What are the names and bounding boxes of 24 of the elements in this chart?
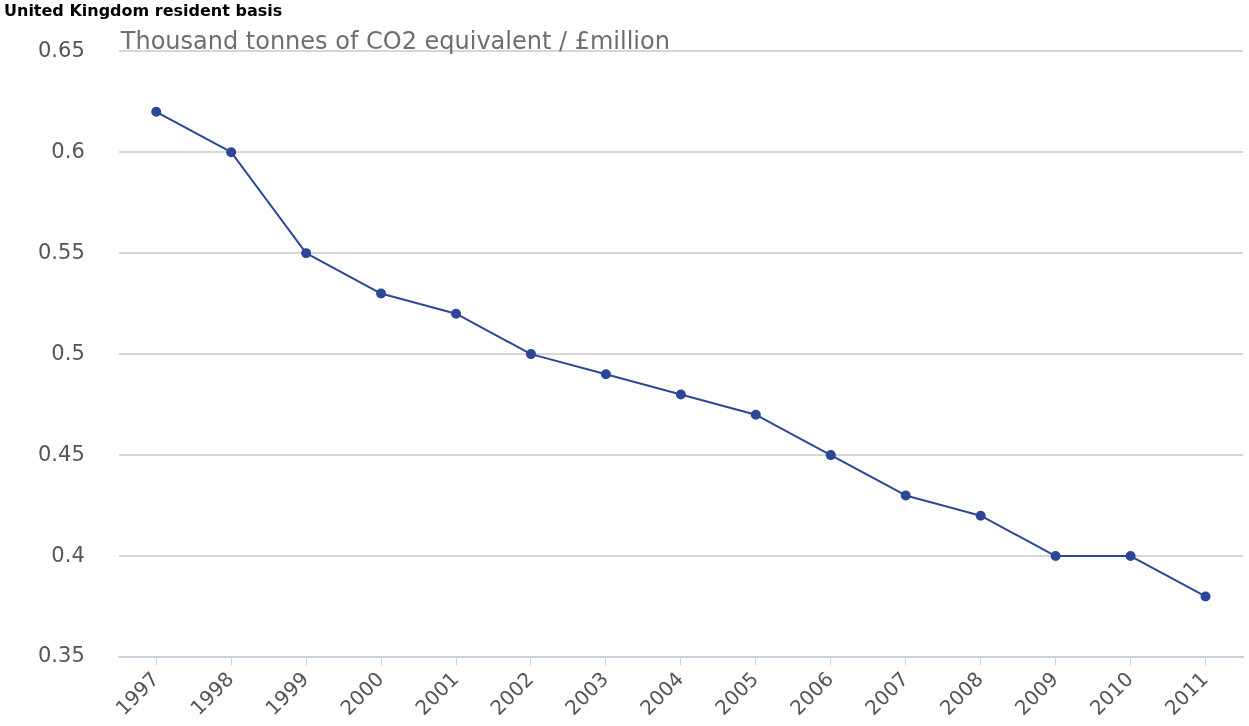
point — [451, 308, 462, 319]
point — [1125, 551, 1136, 562]
point — [975, 510, 986, 521]
point — [825, 450, 836, 461]
y-tick-label: 0.45 — [37, 441, 85, 466]
y-tick-label: 0.55 — [37, 239, 85, 264]
y-tick-label: 0.65 — [37, 37, 85, 62]
point — [675, 389, 686, 400]
y-tick-label: 0.5 — [51, 340, 85, 365]
point — [1200, 591, 1211, 602]
chart-title: United Kingdom resident basis — [4, 0, 283, 20]
y-axis-title: Thousand tonnes of CO2 equivalent / £million — [119, 27, 670, 56]
point — [525, 349, 536, 360]
point — [226, 147, 237, 158]
point — [301, 248, 312, 259]
y-tick-label: 0.35 — [37, 643, 85, 668]
point — [600, 369, 611, 380]
point — [151, 106, 162, 117]
point — [376, 288, 387, 299]
y-tick-label: 0.6 — [51, 138, 85, 163]
y-tick-label: 0.4 — [51, 542, 85, 567]
point — [750, 409, 761, 420]
point — [1050, 551, 1061, 562]
point — [900, 490, 911, 501]
